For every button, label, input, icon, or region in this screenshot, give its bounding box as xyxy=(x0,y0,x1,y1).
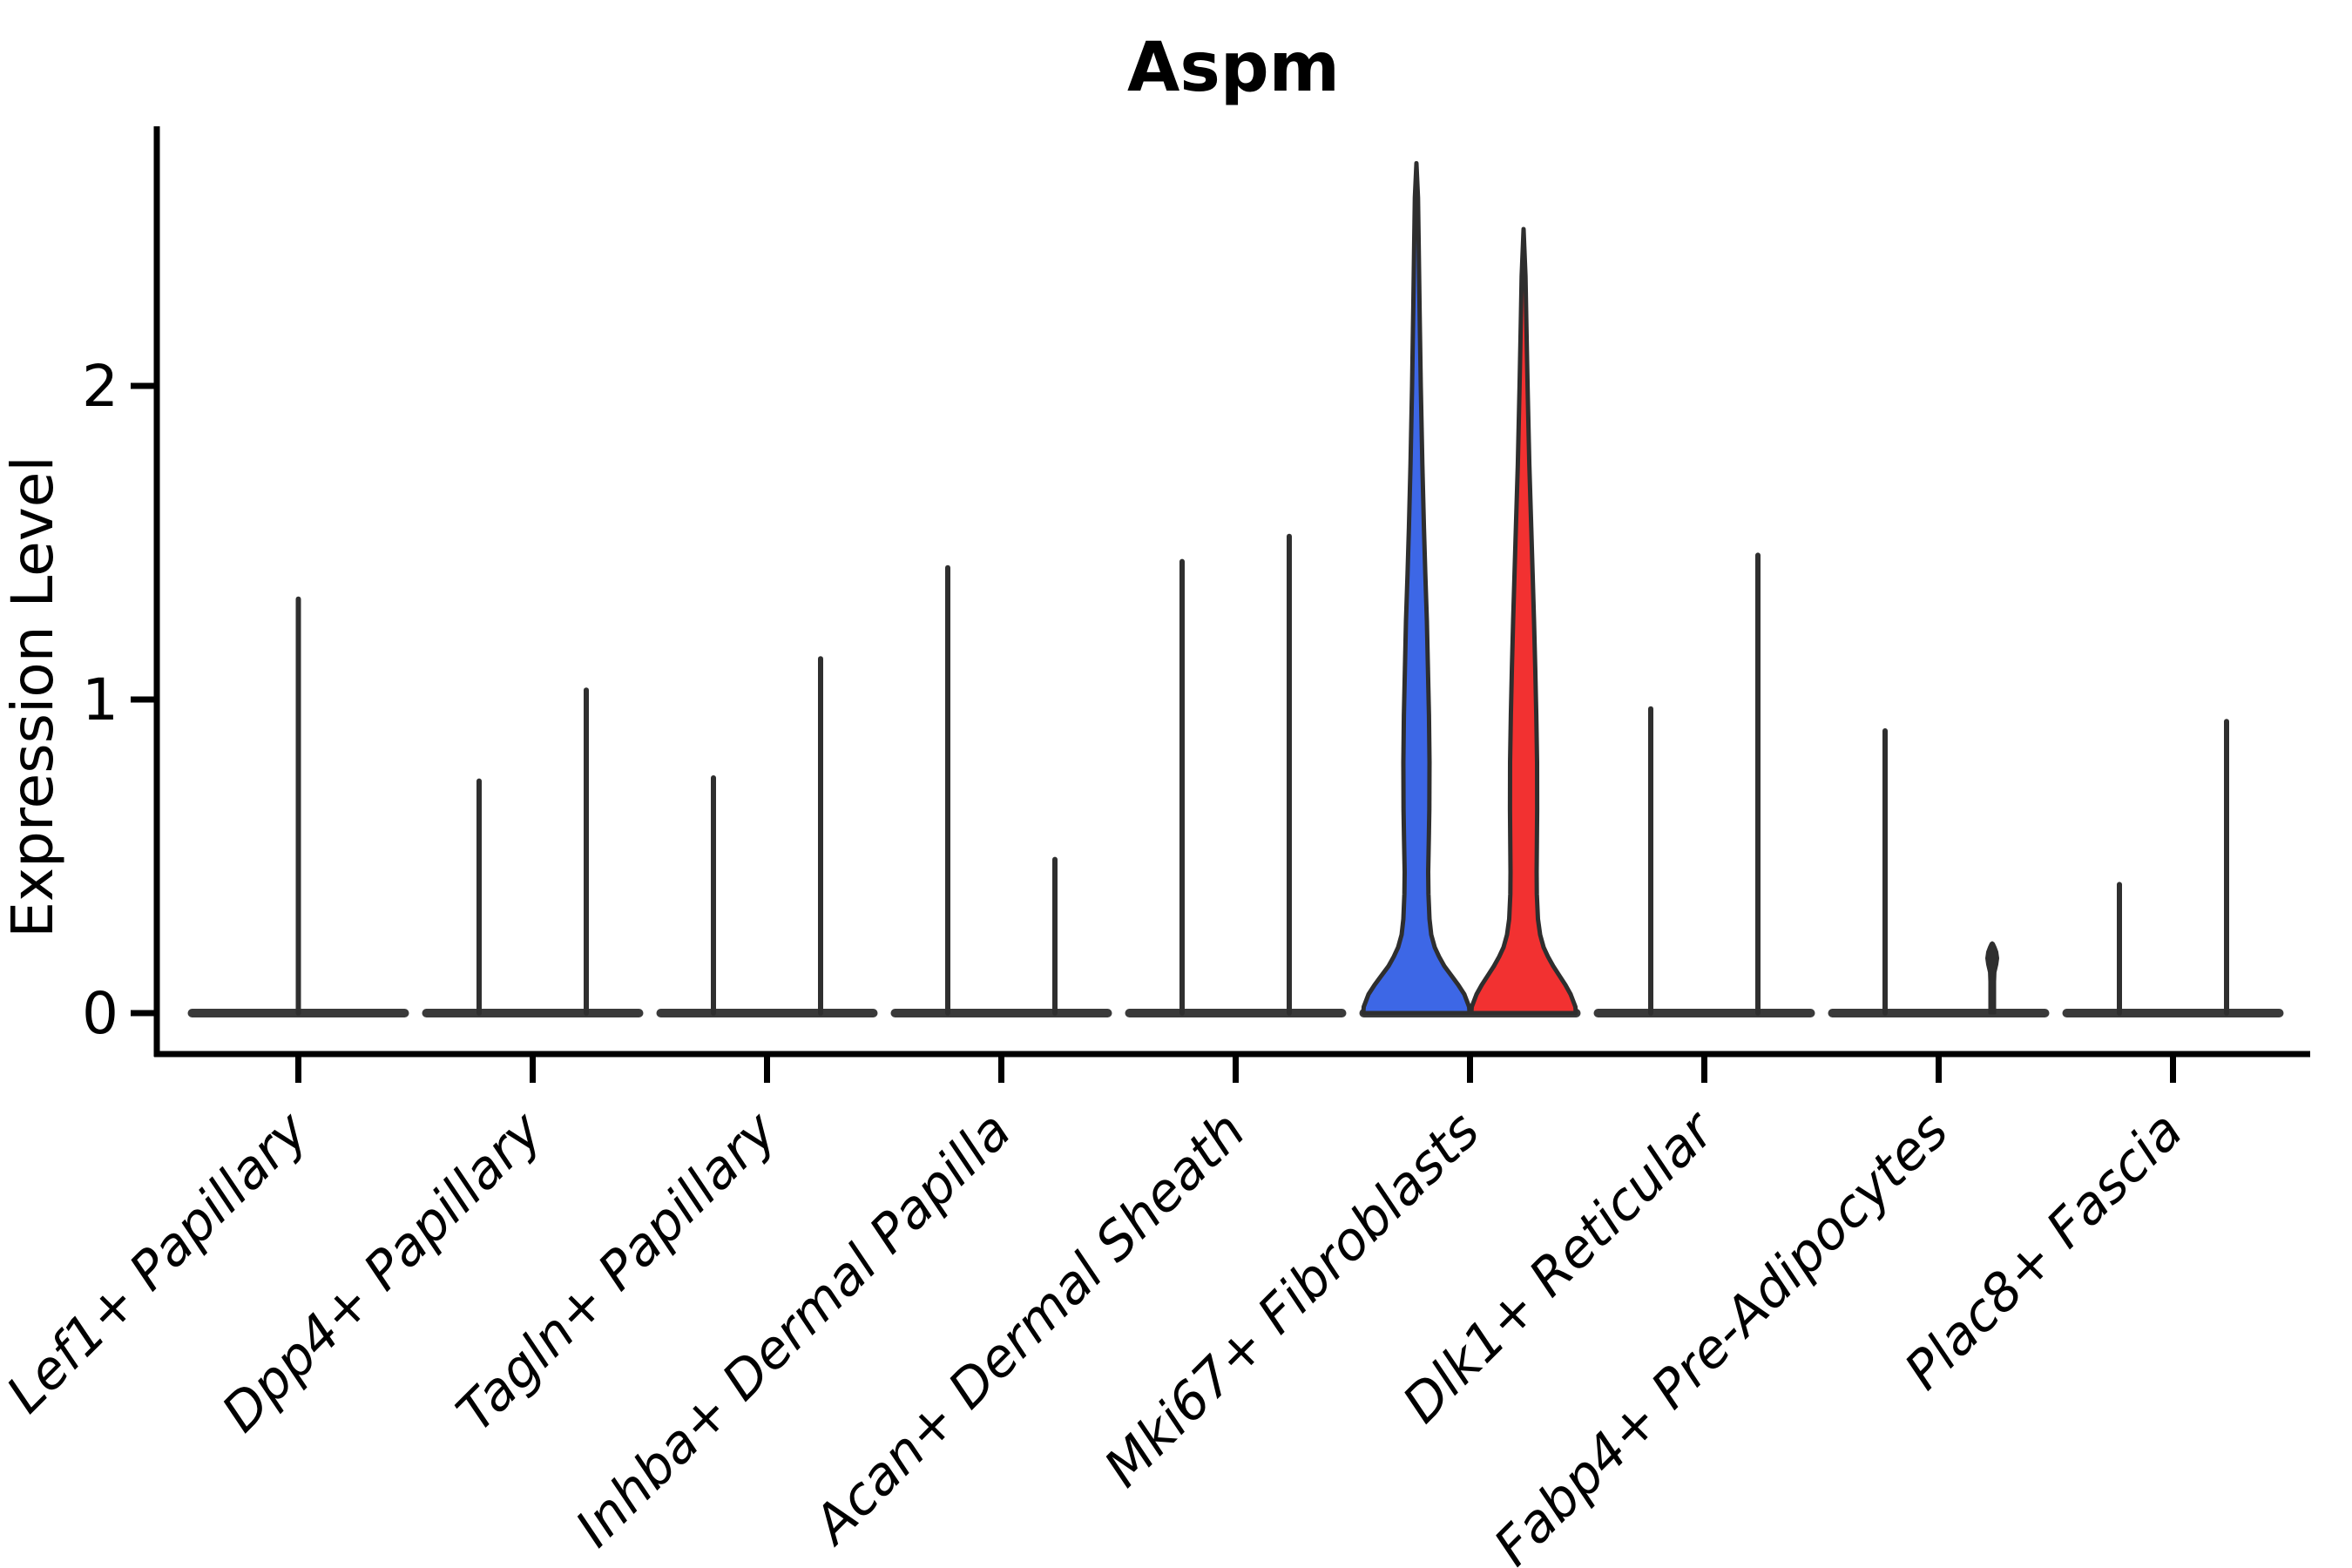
chart-title: Aspm xyxy=(1127,29,1340,107)
y-tick-label: 2 xyxy=(82,353,118,420)
violin-mki67-fibroblasts-right xyxy=(1469,226,1578,1016)
y-tick-label: 1 xyxy=(82,666,118,733)
x-tick-label-mki67-fibroblasts: Mki67+ Fibroblasts xyxy=(1093,1100,1492,1499)
x-tick-label-fabp4-pre-adipocytes: Fabp4+ Pre-Adipocytes xyxy=(1483,1100,1960,1568)
spike-knob-fabp4-pre-adipocytes-right xyxy=(1985,941,1999,1015)
y-axis-label: Expression Level xyxy=(0,456,66,937)
y-tick-label: 0 xyxy=(82,980,118,1047)
x-tick-label-inhba-dermal-papilla: Inhba+ Dermal Papilla xyxy=(564,1100,1023,1558)
x-tick-label-acan-dermal-sheath: Acan+ Dermal Sheath xyxy=(800,1100,1257,1558)
violin-mki67-fibroblasts-left xyxy=(1361,160,1472,1016)
